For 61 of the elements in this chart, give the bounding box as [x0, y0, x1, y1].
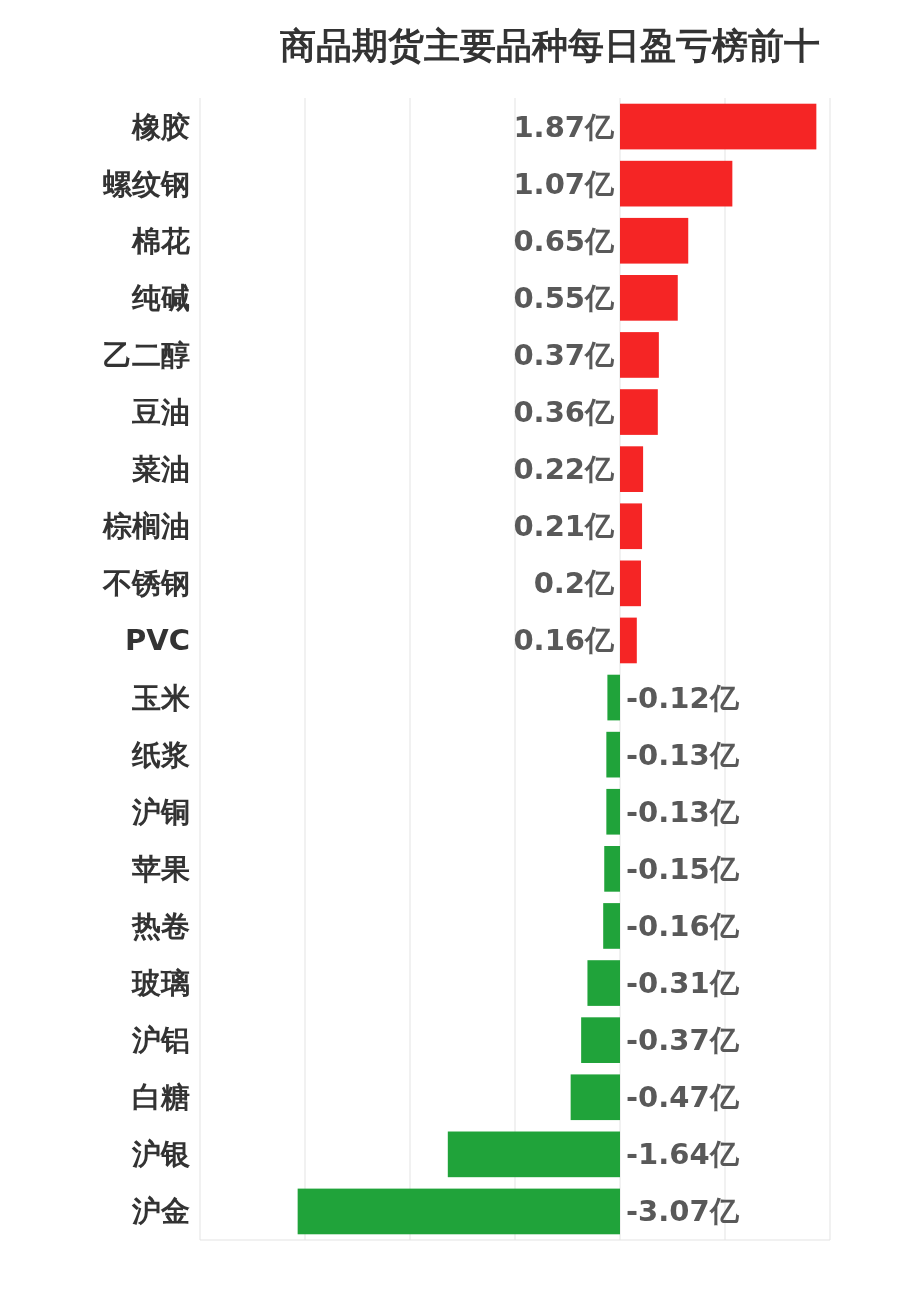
y-tick-label: 棕榈油 — [102, 509, 190, 544]
y-tick-label: 热卷 — [131, 908, 190, 943]
data-label: 0.21亿 — [513, 509, 615, 544]
y-tick-label: 菜油 — [131, 452, 190, 487]
bar — [603, 903, 620, 949]
bar — [620, 389, 658, 435]
bar — [606, 731, 620, 778]
data-label: -3.07亿 — [626, 1194, 740, 1229]
bar — [620, 275, 678, 321]
bar — [620, 332, 659, 378]
bar — [620, 103, 817, 150]
y-tick-label: 沪铜 — [131, 794, 190, 829]
data-label: -0.31亿 — [626, 966, 740, 1001]
bar — [587, 960, 620, 1006]
y-tick-label: 沪金 — [131, 1194, 190, 1229]
y-tick-label: 纯碱 — [131, 280, 190, 315]
data-label: 0.36亿 — [513, 395, 615, 430]
data-label: -1.64亿 — [626, 1137, 740, 1172]
data-label: 1.87亿 — [513, 109, 615, 144]
bar — [447, 1131, 620, 1178]
bar — [620, 503, 643, 550]
y-tick-label: PVC — [125, 623, 190, 658]
bar — [297, 1188, 620, 1235]
y-tick-label: 白糖 — [132, 1080, 190, 1115]
bar — [606, 788, 620, 835]
bar — [620, 160, 733, 207]
data-label: -0.12亿 — [626, 680, 740, 715]
data-label: 0.55亿 — [513, 280, 615, 315]
data-label: -0.47亿 — [626, 1080, 740, 1115]
chart-title: 商品期货主要品种每日盈亏榜前十 — [280, 25, 820, 66]
y-tick-label: 苹果 — [131, 851, 190, 886]
y-tick-label: 沪铝 — [131, 1023, 190, 1058]
y-tick-label: 棉花 — [131, 223, 190, 258]
data-label: -0.16亿 — [626, 908, 740, 943]
y-tick-label: 乙二醇 — [103, 337, 190, 372]
bar — [570, 1074, 620, 1121]
data-label: 0.22亿 — [513, 452, 615, 487]
bar — [620, 446, 644, 492]
bar — [620, 217, 689, 264]
y-tick-label: 螺纹钢 — [102, 166, 190, 201]
y-tick-label: 玉米 — [131, 680, 190, 715]
data-label: 0.16亿 — [513, 623, 615, 658]
data-label: -0.13亿 — [626, 737, 740, 772]
data-label: 0.65亿 — [513, 223, 615, 258]
data-label: -0.15亿 — [626, 851, 740, 886]
y-tick-label: 不锈钢 — [102, 566, 190, 601]
y-tick-label: 豆油 — [131, 395, 190, 430]
data-label: -0.13亿 — [626, 794, 740, 829]
bar — [620, 617, 637, 664]
bar — [604, 846, 620, 892]
bar — [607, 674, 620, 721]
y-tick-label: 玻璃 — [131, 966, 190, 1001]
data-label: 0.37亿 — [513, 337, 615, 372]
data-label: 0.2亿 — [533, 566, 615, 601]
y-tick-label: 沪银 — [131, 1137, 190, 1172]
bar — [581, 1017, 620, 1063]
data-label: 1.07亿 — [513, 166, 615, 201]
y-tick-label: 纸浆 — [131, 737, 190, 772]
y-tick-label: 橡胶 — [131, 109, 190, 144]
data-label: -0.37亿 — [626, 1023, 740, 1058]
bar — [620, 560, 641, 607]
